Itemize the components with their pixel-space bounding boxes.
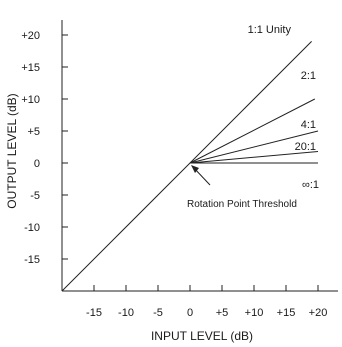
y-tick-label: 0 <box>34 158 40 170</box>
x-tick-label: +20 <box>309 307 328 319</box>
series-label: 1:1 Unity <box>248 24 292 36</box>
y-tick-label: -10 <box>24 222 40 234</box>
series-label: ∞:1 <box>302 179 319 191</box>
annotations: Rotation Point Threshold <box>187 165 297 210</box>
series-label: 20:1 <box>295 141 316 153</box>
y-tick-label: +5 <box>27 126 40 138</box>
x-tick-label: +15 <box>277 307 296 319</box>
series-line <box>61 41 312 292</box>
y-tick-label: -5 <box>30 190 40 202</box>
series-line <box>189 98 316 164</box>
x-ticks: -15 -10 -5 0 +5 +10 +15 +20 <box>86 285 327 319</box>
x-axis-label: INPUT LEVEL (dB) <box>151 329 253 343</box>
x-tick-label: +5 <box>216 307 229 319</box>
series-label: 2:1 <box>301 70 316 82</box>
annotation-arrowhead <box>191 165 199 173</box>
y-tick-label: +20 <box>21 30 40 42</box>
y-tick-label: -15 <box>24 254 40 266</box>
annotation-text: Rotation Point Threshold <box>187 199 297 210</box>
y-tick-label: +15 <box>21 62 40 74</box>
axes <box>61 20 338 292</box>
series-line <box>189 130 319 164</box>
series-group: 1:1 Unity 2:1 4:1 20:1 ∞:1 <box>61 24 319 292</box>
x-tick-label: -15 <box>86 307 102 319</box>
x-tick-label: -5 <box>153 307 163 319</box>
series-line <box>189 151 319 164</box>
series-label: 4:1 <box>301 119 316 131</box>
x-tick-label: -10 <box>118 307 134 319</box>
y-axis-label: OUTPUT LEVEL (dB) <box>5 93 19 208</box>
y-tick-label: +10 <box>21 94 40 106</box>
x-tick-label: +10 <box>245 307 264 319</box>
x-tick-label: 0 <box>187 307 193 319</box>
y-ticks: -15 -10 -5 0 +5 +10 +15 +20 <box>21 30 68 266</box>
